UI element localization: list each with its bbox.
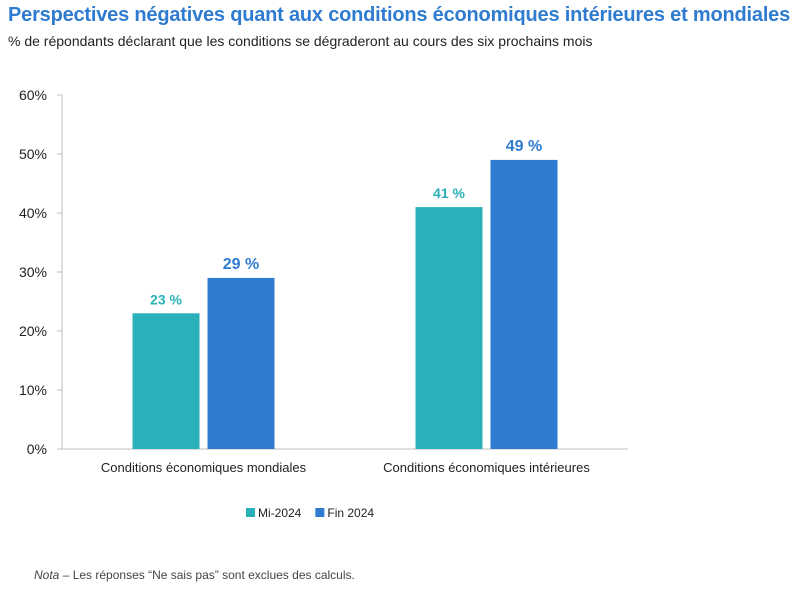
chart-title: Perspectives négatives quant aux conditi…	[8, 4, 791, 26]
y-tick-label: 0%	[27, 441, 47, 457]
y-tick-label: 30%	[19, 264, 47, 280]
bar-data-label: 49 %	[506, 138, 542, 155]
chart-subtitle: % de répondants déclarant que les condit…	[8, 33, 593, 49]
legend-label: Fin 2024	[327, 506, 374, 520]
footnote-text: – Les réponses “Ne sais pas” sont exclue…	[59, 568, 355, 582]
y-tick-label: 40%	[19, 205, 47, 221]
legend-swatch	[246, 508, 255, 517]
y-tick-label: 60%	[19, 87, 47, 103]
bar-data-label: 41 %	[433, 185, 465, 201]
y-tick-label: 20%	[19, 323, 47, 339]
bar	[415, 207, 483, 449]
x-category-label: Conditions économiques intérieures	[383, 460, 590, 475]
bar-chart: 0% 10% 20% 30% 40% 50% 60% 23 % 29 % Conditions é…	[19, 87, 628, 520]
legend-label: Mi-2024	[258, 506, 302, 520]
footnote: Nota – Les réponses “Ne sais pas” sont e…	[34, 568, 355, 582]
bar	[490, 159, 558, 449]
footnote-label: Nota	[34, 568, 60, 582]
y-tick-label: 10%	[19, 382, 47, 398]
bar	[207, 277, 275, 449]
bar-data-label: 23 %	[150, 291, 182, 307]
bar-data-label: 29 %	[223, 256, 259, 273]
legend-swatch	[315, 508, 325, 517]
y-tick-label: 50%	[19, 146, 47, 162]
bar	[132, 313, 200, 449]
x-category-label: Conditions économiques mondiales	[101, 460, 307, 475]
